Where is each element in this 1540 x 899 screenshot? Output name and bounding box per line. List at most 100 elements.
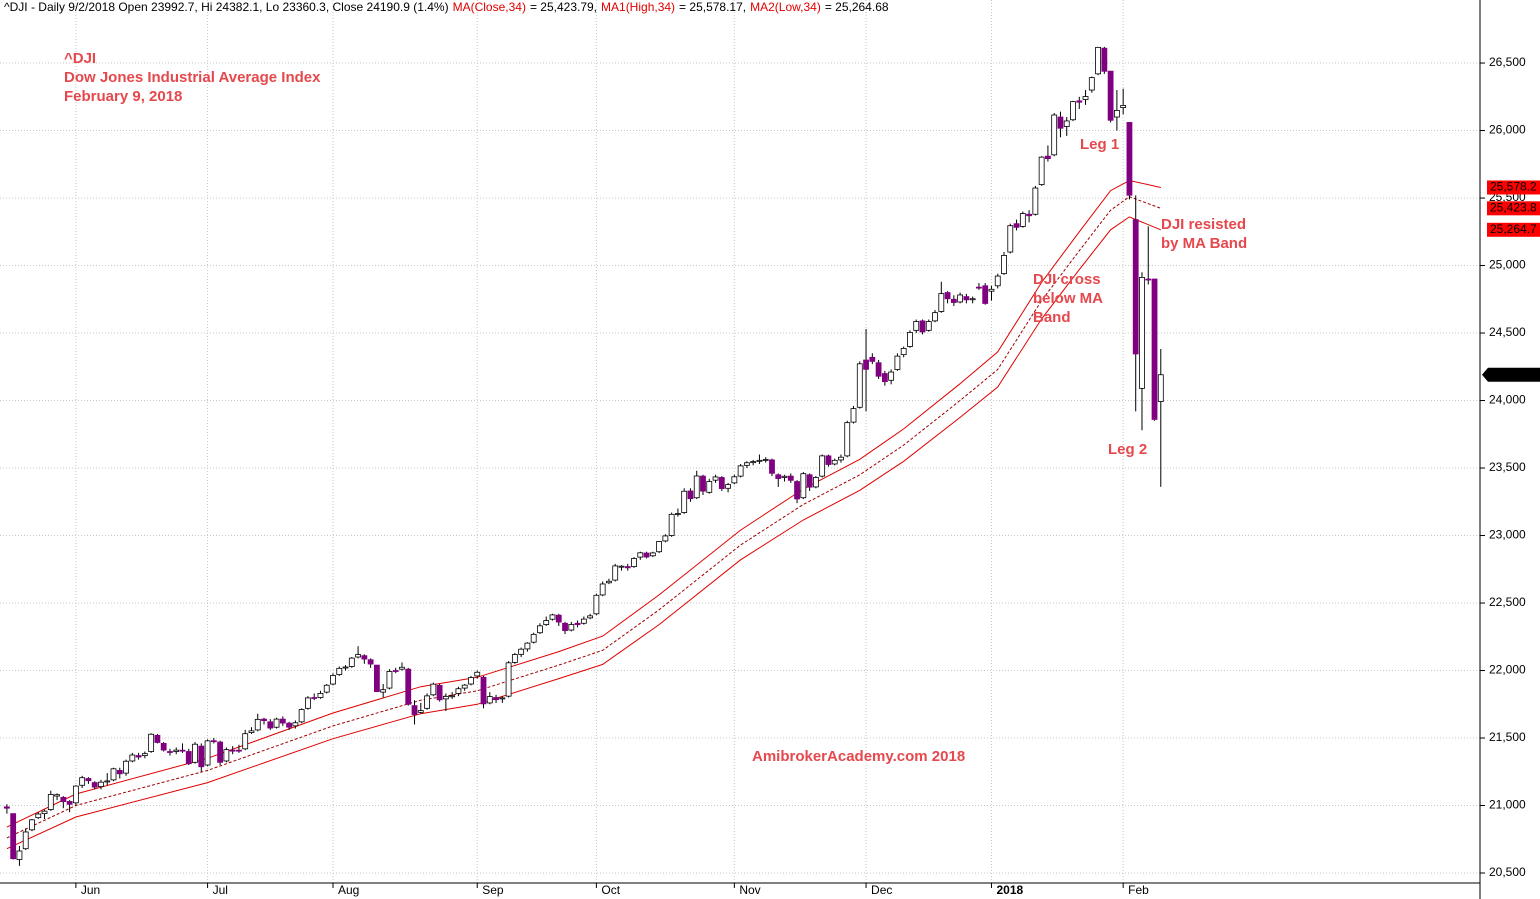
candle-body: [844, 422, 851, 457]
grid: [0, 0, 1480, 883]
candle-body: [236, 749, 242, 752]
candle-body: [486, 696, 493, 704]
candle-body: [743, 462, 750, 466]
candle-body: [179, 749, 186, 752]
candle-body: [881, 373, 888, 383]
candle-body: [35, 813, 42, 819]
candle-body: [455, 688, 462, 694]
candle-body: [380, 689, 387, 693]
candle-body: [668, 513, 675, 536]
y-tick-label: 26,000: [1489, 123, 1526, 137]
x-tick-label: Oct: [601, 883, 620, 897]
candle-body: [800, 473, 807, 499]
candle-body: [819, 455, 826, 477]
candle-body: [185, 751, 192, 765]
candle-body: [129, 754, 136, 762]
candle-body: [104, 780, 111, 783]
candle-body: [856, 363, 863, 408]
candle-body: [1088, 77, 1095, 91]
candle-body: [110, 768, 117, 781]
candle-body: [405, 668, 412, 705]
y-tick-label: 21,500: [1489, 730, 1526, 744]
candle-body: [938, 293, 945, 312]
candle-body: [725, 484, 731, 489]
candle-body: [292, 722, 299, 727]
candle-body: [505, 662, 512, 697]
candle-body: [493, 697, 499, 701]
candle-body: [994, 275, 1001, 287]
header-part: ^DJI - Daily 9/2/2018 Open 23992.7, Hi 2…: [4, 0, 449, 14]
candle-body: [1120, 105, 1127, 108]
candle-body: [305, 697, 311, 709]
candle-body: [373, 664, 380, 692]
candle-body: [932, 312, 938, 322]
candle-body: [85, 778, 92, 782]
candle-body: [1082, 96, 1089, 100]
y-tick-label: 23,500: [1489, 460, 1526, 474]
candle-body: [831, 459, 838, 465]
candle-body: [543, 620, 550, 626]
candle-body: [1076, 100, 1083, 103]
candle-body: [424, 695, 430, 709]
candle-body: [386, 671, 393, 689]
value-flag: [1487, 180, 1540, 195]
candle-body: [769, 459, 775, 474]
candle-body: [631, 558, 637, 567]
candle-body: [731, 476, 738, 484]
candle-body: [323, 684, 330, 693]
candle-body: [869, 356, 876, 362]
y-tick-label: 26,500: [1489, 55, 1526, 69]
y-tick-label: 24,500: [1489, 325, 1526, 339]
candle-body: [198, 745, 205, 768]
candle-body: [116, 770, 123, 775]
x-tick-label: Aug: [338, 883, 359, 897]
candle-body: [649, 552, 656, 557]
candle-body: [624, 566, 631, 569]
candle-body: [392, 670, 399, 672]
candle-body: [511, 654, 518, 663]
candle-body: [662, 535, 669, 542]
candle-body: [173, 749, 180, 752]
candle-body: [913, 321, 920, 331]
value-flag-label: 25,578.2: [1490, 180, 1537, 194]
candle-body: [1151, 278, 1158, 420]
candle-body: [944, 292, 951, 300]
candle-body: [261, 718, 267, 722]
candle-body: [863, 359, 869, 370]
candle-body: [72, 785, 79, 804]
candle-body: [1126, 122, 1133, 196]
candle-body: [468, 677, 474, 685]
candle-body: [141, 753, 148, 756]
candle-body: [599, 583, 606, 596]
candle-body: [969, 298, 976, 301]
candle-body: [907, 332, 913, 347]
candle-body: [210, 740, 217, 743]
annotation: below MA: [1033, 290, 1103, 307]
candle-body: [474, 671, 481, 677]
candle-body: [10, 813, 17, 860]
x-tick-label: Nov: [739, 883, 760, 897]
candle-body: [681, 490, 688, 513]
candle-body: [1132, 219, 1139, 355]
candle-body: [1013, 223, 1020, 228]
candle-body: [537, 625, 543, 634]
candle-body: [593, 594, 600, 615]
candle-body: [1045, 155, 1051, 160]
annotation: Band: [1033, 309, 1071, 326]
annotation: by MA Band: [1161, 235, 1247, 252]
candle-body: [568, 624, 575, 631]
candle-body: [606, 580, 612, 584]
candle-body: [875, 362, 882, 377]
candle-body: [442, 696, 449, 700]
candle-body: [273, 718, 280, 728]
candle-body: [838, 456, 844, 461]
candle-body: [549, 614, 556, 620]
candle-body: [982, 285, 989, 304]
candle-body: [712, 476, 719, 481]
value-flag-label: 25,264.7: [1490, 222, 1537, 236]
candle-body: [1145, 278, 1152, 281]
candle-body: [787, 475, 794, 481]
candle-body: [98, 781, 104, 788]
candle-body: [29, 819, 35, 831]
candle-body: [229, 749, 236, 752]
